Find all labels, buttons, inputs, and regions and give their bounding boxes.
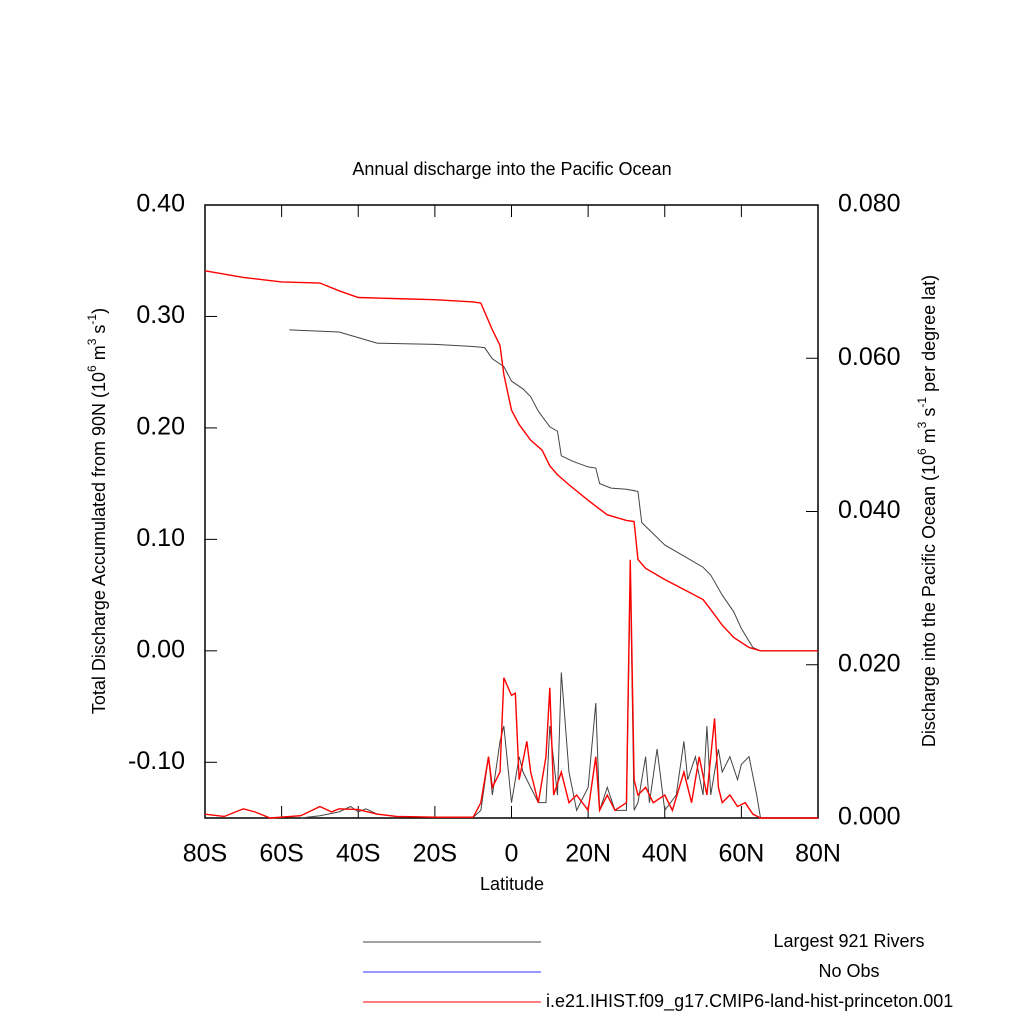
y2-tick-label: 0.040 [838, 496, 901, 524]
y-tick-label: 0.30 [136, 301, 185, 329]
y-tick-label: 0.40 [136, 190, 185, 218]
x-tick-label: 20S [413, 840, 457, 868]
y2-axis-label: Discharge into the Pacific Ocean (106 m3… [915, 275, 939, 747]
accumulated-line [289, 329, 761, 652]
legend-label: No Obs [818, 961, 879, 981]
y2-tick-label: 0.080 [838, 190, 901, 218]
label-part: Discharge into the Pacific Ocean (10 [919, 455, 939, 747]
y2-tick-label: 0.000 [838, 803, 901, 831]
x-tick-label: 60S [259, 840, 303, 868]
label-part: per degree lat) [919, 275, 939, 397]
y-axis-label: Total Discharge Accumulated from 90N (10… [85, 308, 109, 714]
x-tick-label: 60N [718, 840, 764, 868]
discharge-line [204, 559, 818, 819]
superscript: 6 [85, 365, 99, 372]
label-part: s [89, 325, 109, 339]
superscript: -1 [85, 314, 99, 325]
plot-frame [204, 204, 819, 819]
superscript: -1 [915, 397, 929, 408]
y2-tick-label: 0.020 [838, 649, 901, 677]
superscript: 3 [85, 338, 99, 345]
chart-title: Annual discharge into the Pacific Ocean [352, 159, 671, 179]
superscript: 3 [915, 421, 929, 428]
label-part: s [919, 408, 939, 422]
y2-tick-label: 0.060 [838, 343, 901, 371]
legend-label: i.e21.IHIST.f09_g17.CMIP6-land-hist-prin… [546, 991, 953, 1012]
y-tick-label: 0.10 [136, 524, 185, 552]
x-tick-label: 80S [183, 840, 227, 868]
legend-label: Largest 921 Rivers [773, 931, 924, 951]
discharge-line [300, 572, 818, 819]
x-tick-label: 0 [505, 840, 519, 868]
x-tick-label: 40S [336, 840, 380, 868]
x-axis-label: Latitude [480, 874, 544, 894]
y-tick-label: -0.10 [128, 747, 185, 775]
superscript: 6 [915, 448, 929, 455]
x-tick-label: 40N [642, 840, 688, 868]
label-part: ) [89, 308, 109, 314]
x-tick-label: 20N [565, 840, 611, 868]
y-tick-label: 0.00 [136, 635, 185, 663]
label-part: m [919, 428, 939, 448]
label-part: m [89, 345, 109, 365]
accumulated-line [204, 270, 818, 652]
x-tick-label: 80N [795, 840, 841, 868]
y-tick-label: 0.20 [136, 413, 185, 441]
label-part: Total Discharge Accumulated from 90N (10 [89, 372, 109, 714]
